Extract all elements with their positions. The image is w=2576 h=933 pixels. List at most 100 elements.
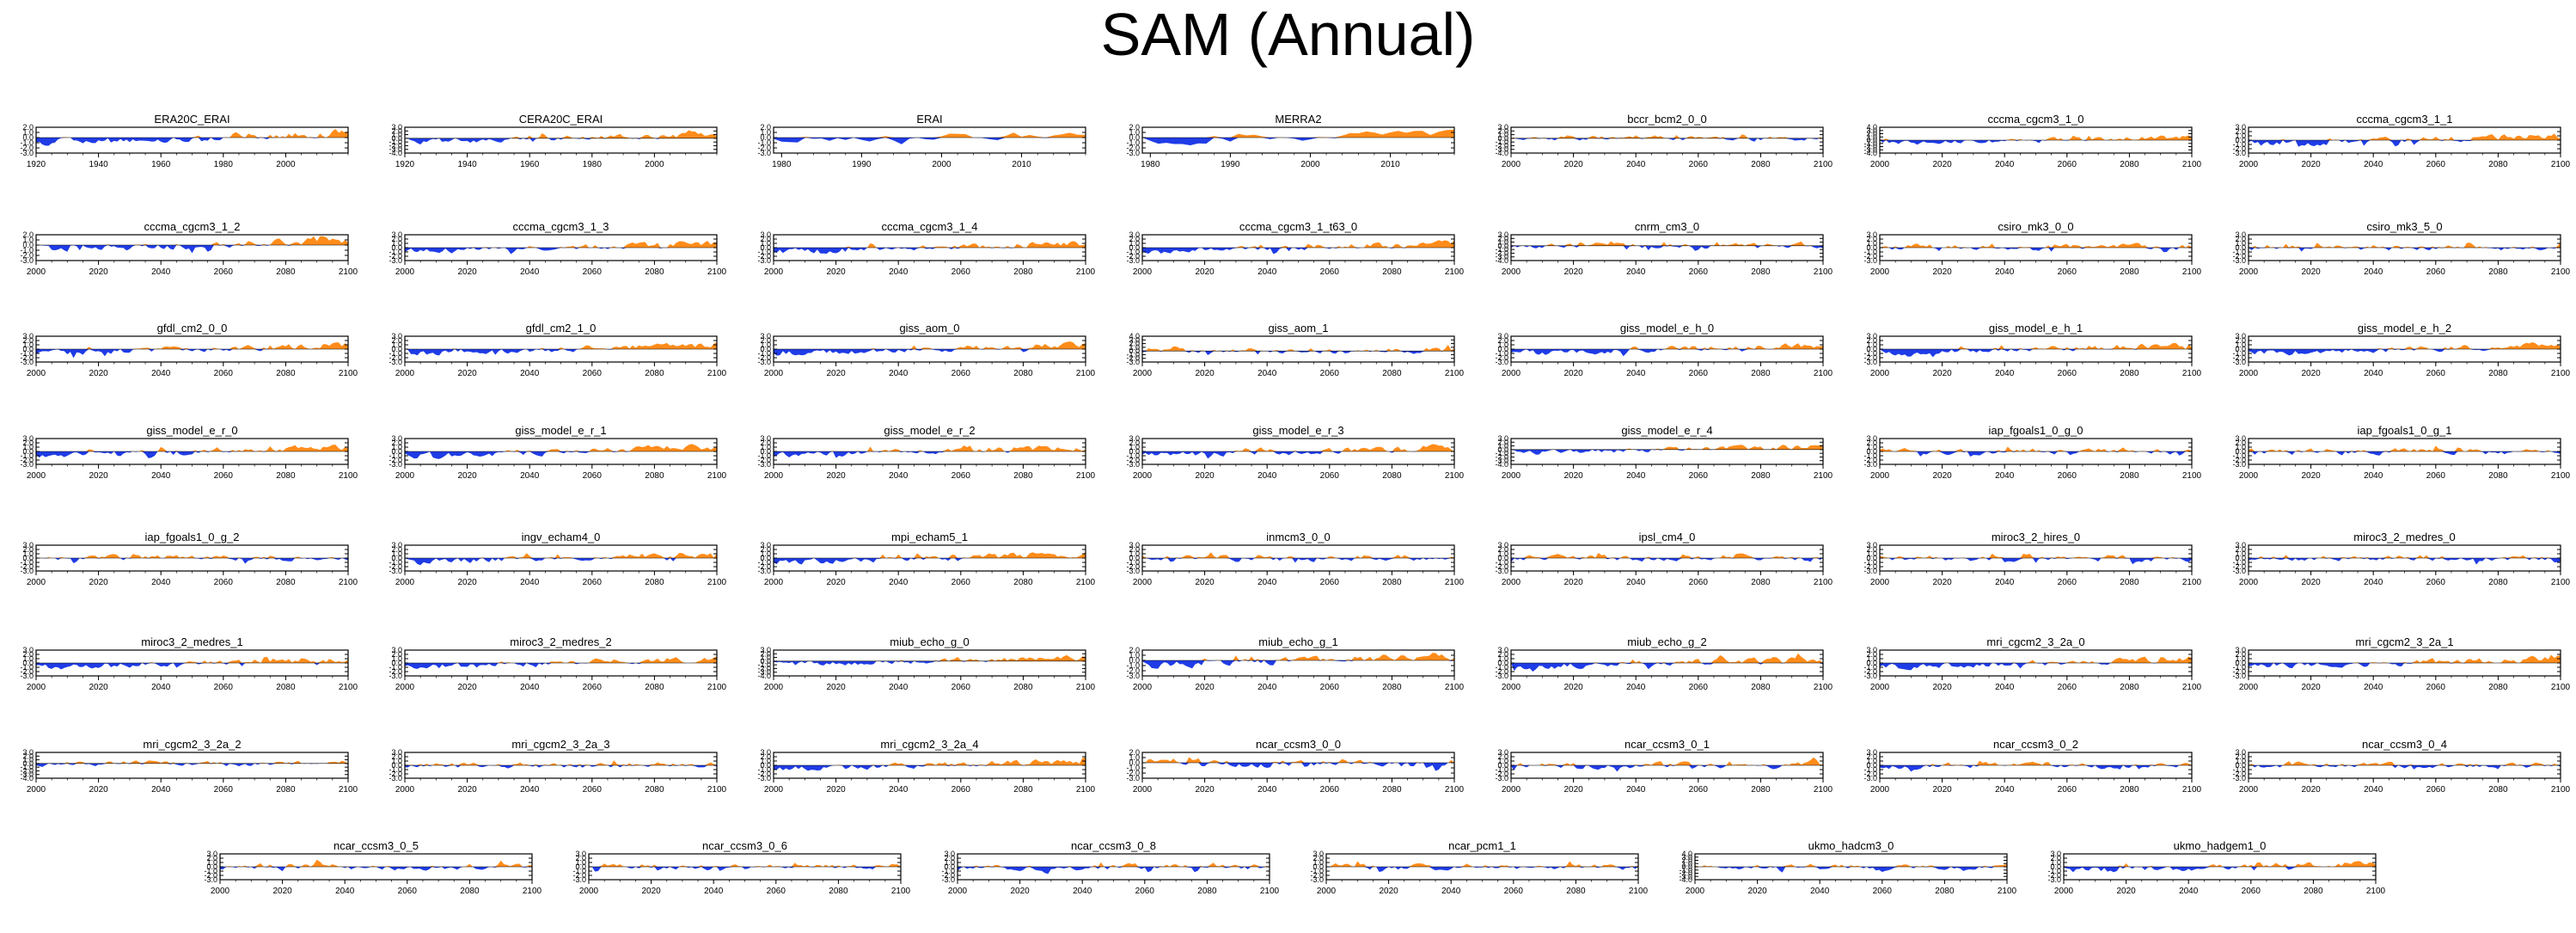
x-tick-label: 2040 (151, 471, 171, 481)
y-tick-label: 1.0 (2235, 132, 2246, 140)
x-tick-label: 2020 (1379, 887, 1398, 896)
y-tick-label: 2.0 (1129, 545, 1140, 554)
x-tick-label: 2080 (2488, 683, 2508, 692)
y-tick-label: -1.0 (1863, 558, 1877, 567)
x-tick-label: 1990 (1221, 160, 1240, 169)
y-tick-label: -1.0 (1495, 449, 1508, 457)
plot-frame (1141, 335, 1455, 363)
y-tick-label: -1.0 (2232, 451, 2246, 460)
x-tick-label: 2060 (1320, 471, 1340, 481)
x-tick-label: 2080 (645, 267, 664, 277)
x-tick-label: 1920 (27, 160, 46, 169)
y-tick-label: -2.0 (20, 456, 34, 464)
y-tick-label: -3.0 (1126, 567, 1140, 575)
x-tick-label: 2020 (1932, 369, 1952, 378)
panel-title: giss_aom_1 (1268, 322, 1328, 335)
y-tick-label: 0.0 (1866, 659, 1877, 667)
y-tick-label: 2.0 (1866, 130, 1877, 138)
x-tick-label: 2040 (889, 471, 909, 481)
y-tick-label: 1.0 (1129, 651, 1140, 660)
x-tick-label: 2000 (1133, 267, 1153, 277)
x-tick-label: 2080 (1013, 785, 1033, 795)
negative-anomaly-area (958, 867, 1270, 875)
x-tick-label: 2060 (1320, 578, 1340, 587)
negative-anomaly-area (1880, 349, 2192, 358)
y-tick-label: 2.0 (760, 235, 771, 243)
x-tick-label: 2020 (2301, 160, 2321, 169)
y-tick-label: -1.0 (1126, 764, 1140, 772)
y-tick-label: -1.0 (757, 765, 771, 774)
y-tick-label: 0.0 (1497, 554, 1508, 562)
x-tick-label: 2100 (339, 683, 358, 692)
positive-anomaly-area (1880, 656, 2192, 663)
negative-anomaly-area (36, 763, 348, 767)
y-tick-label: -2.0 (2232, 562, 2246, 571)
positive-anomaly-area (405, 760, 717, 765)
y-tick-label: -3.0 (1863, 460, 1877, 469)
x-tick-label: 2010 (1380, 160, 1400, 169)
x-tick-label: 2000 (645, 160, 664, 169)
y-tick-label: 1.0 (944, 858, 955, 867)
x-tick-label: 2040 (1995, 267, 2015, 277)
y-tick-label: -3.0 (1126, 149, 1140, 157)
panel: ingv_echam4_0 3.02.01.00.0-1.0-2.0-3.0 200… (389, 531, 726, 587)
panel-title: mri_cgcm2_3_2a_1 (2355, 635, 2453, 648)
negative-anomaly-area (1326, 867, 1638, 872)
y-tick-label: 2.0 (22, 752, 34, 760)
negative-anomaly-area (1142, 763, 1454, 771)
x-tick-label: 2000 (2239, 785, 2259, 795)
y-tick-label: -1.0 (1126, 350, 1140, 359)
panel-title: ncar_ccsm3_0_2 (1993, 738, 2078, 751)
x-tick-label: 2000 (395, 369, 415, 378)
x-tick-label: 2040 (1995, 683, 2015, 692)
x-tick-label: 2020 (1932, 160, 1952, 169)
x-tick-label: 2020 (1195, 267, 1215, 277)
x-tick-label: 2060 (583, 369, 603, 378)
y-tick-label: -1.0 (389, 349, 402, 358)
y-tick-label: 3.0 (391, 748, 402, 757)
y-tick-label: -3.0 (2232, 567, 2246, 575)
y-tick-label: 3.0 (2235, 541, 2246, 549)
x-tick-label: 2020 (1195, 369, 1215, 378)
y-tick-label: -3.0 (20, 770, 34, 779)
x-tick-label: 2100 (1814, 267, 1833, 277)
x-tick-label: 2100 (1998, 887, 2017, 896)
y-tick-label: 3.0 (944, 850, 955, 858)
positive-anomaly-area (774, 445, 1086, 451)
panel-title: ncar_pcm1_1 (1448, 839, 1516, 852)
negative-anomaly-area (1880, 765, 2192, 772)
y-tick-label: 1.0 (575, 858, 586, 867)
y-tick-label: 0.0 (1312, 862, 1324, 871)
panel-title: giss_model_e_h_1 (1989, 322, 2083, 335)
panel: giss_model_e_h_1 3.02.01.00.0-1.0-2.0-3.0… (1863, 322, 2201, 378)
positive-anomaly-area (2249, 654, 2561, 663)
y-tick-label: -3.0 (1495, 774, 1508, 783)
y-tick-label: -3.0 (1863, 672, 1877, 680)
y-tick-label: 1.0 (1866, 132, 1877, 141)
panel: miroc3_2_medres_2 3.02.01.00.0-1.0-2.0-3.… (389, 635, 726, 692)
y-tick-label: 2.0 (1497, 234, 1508, 242)
panel-title: miub_echo_g_2 (1627, 635, 1707, 648)
y-tick-label: 1.0 (391, 654, 402, 663)
x-tick-label: 2040 (1257, 267, 1277, 277)
x-tick-label: 2100 (707, 267, 727, 277)
negative-anomaly-area (2249, 248, 2561, 252)
x-tick-label: 2060 (951, 785, 971, 795)
x-tick-label: 2060 (1320, 683, 1340, 692)
negative-anomaly-area (2064, 867, 2376, 873)
positive-anomaly-area (405, 241, 717, 248)
y-tick-label: -2.0 (389, 353, 402, 362)
y-tick-label: -1.0 (1863, 349, 1877, 358)
panel-title: ipsl_cm4_0 (1639, 531, 1696, 543)
x-tick-label: 2080 (1013, 267, 1033, 277)
x-tick-label: 2040 (1626, 471, 1646, 481)
y-tick-label: -1.0 (572, 867, 586, 875)
x-tick-label: 2040 (1441, 887, 1461, 896)
x-tick-label: 2040 (889, 785, 909, 795)
panel-title: iap_fgoals1_0_g_0 (1989, 424, 2083, 437)
y-tick-label: 2.0 (1497, 650, 1508, 659)
x-tick-label: 2000 (1502, 578, 1521, 587)
y-tick-label: 3.0 (1497, 230, 1508, 239)
y-tick-label: -3.0 (1495, 672, 1508, 680)
